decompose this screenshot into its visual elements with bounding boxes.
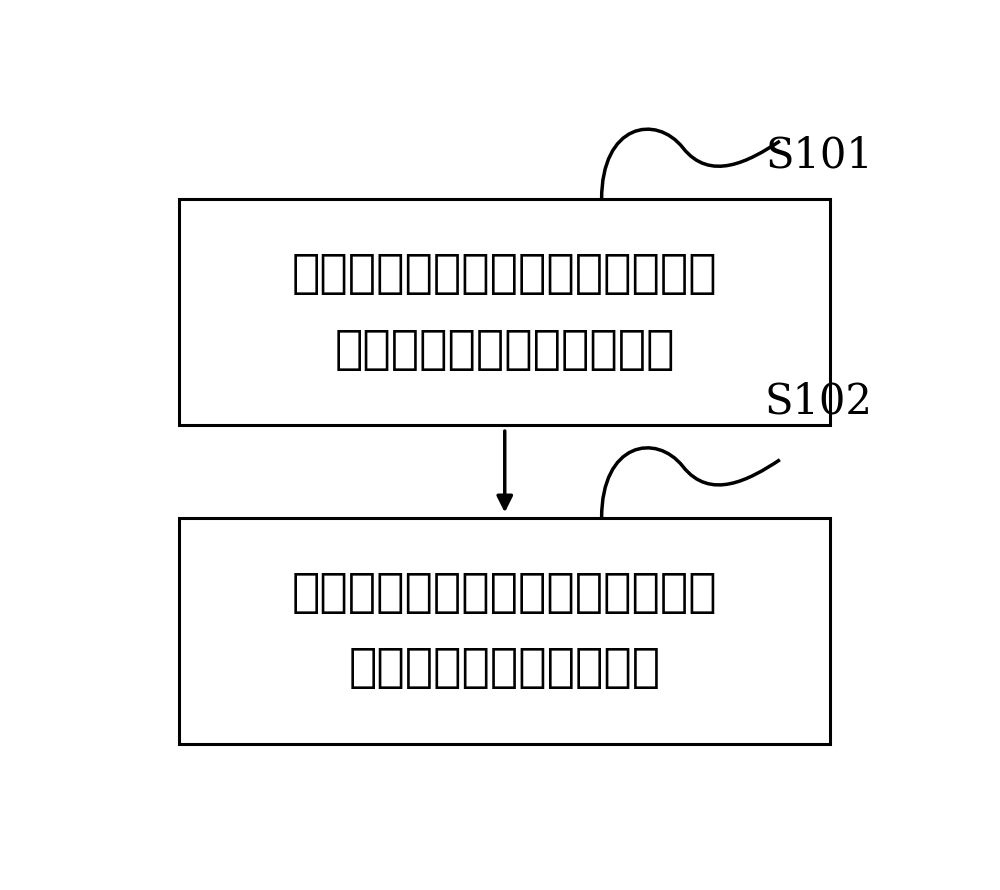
Bar [179, 518, 830, 744]
Text: 光的方式获取腔壁处的图像: 光的方式获取腔壁处的图像 [334, 328, 675, 373]
Text: 置相对于腔体内壁的距离: 置相对于腔体内壁的距离 [349, 646, 661, 692]
Text: 根据自动曝光参数获得所述预定位: 根据自动曝光参数获得所述预定位 [292, 570, 718, 616]
Text: S101: S101 [765, 134, 873, 176]
Text: 在腔体内的预定位置处采用自动曝: 在腔体内的预定位置处采用自动曝 [292, 252, 718, 297]
Text: S102: S102 [765, 381, 873, 423]
Bar [179, 199, 830, 425]
